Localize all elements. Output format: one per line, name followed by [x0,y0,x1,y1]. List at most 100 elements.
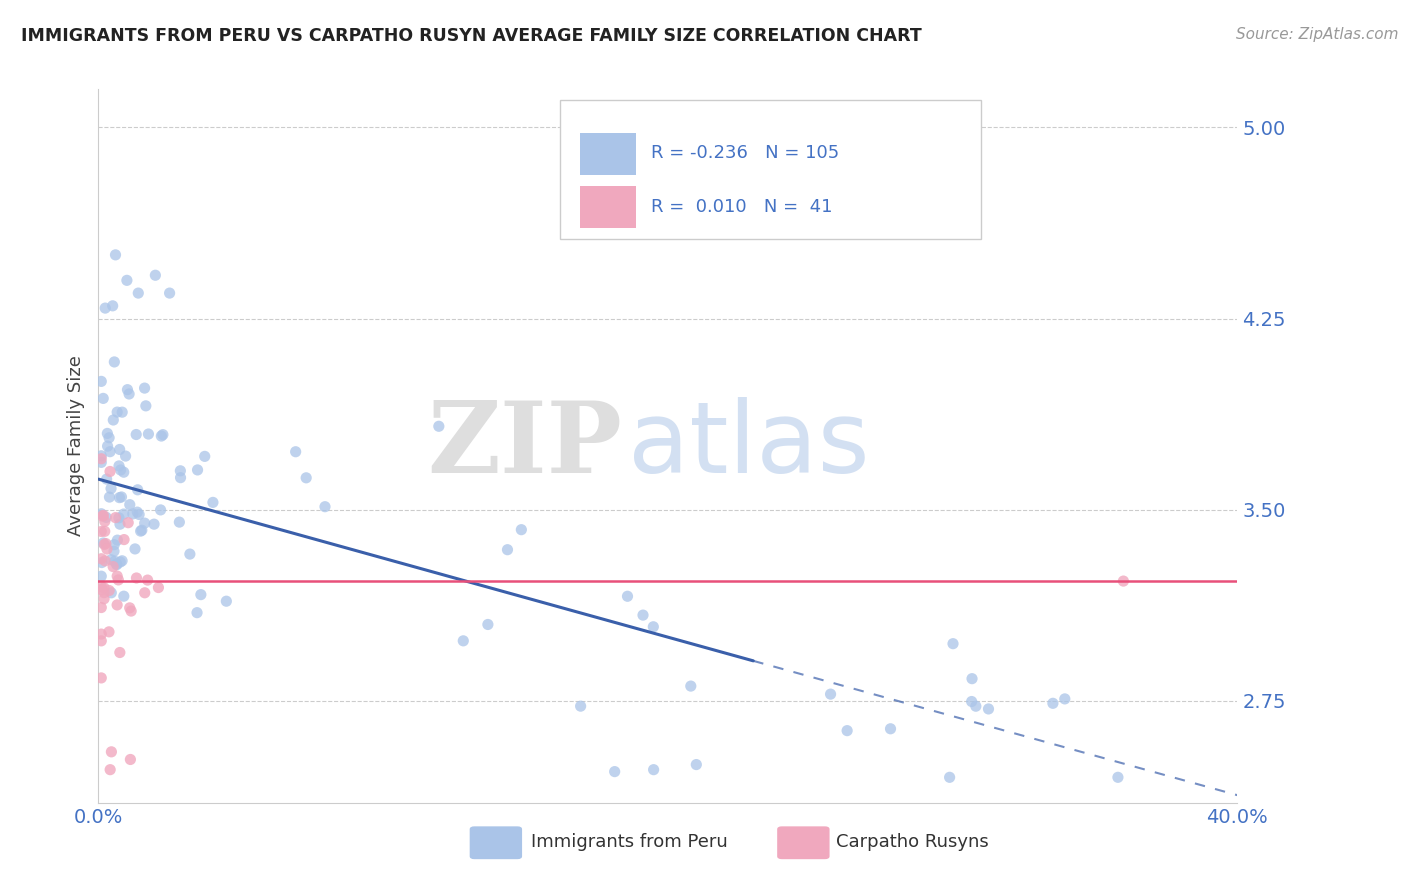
Point [201,495,224,509]
Point [117,383,139,397]
Point [97,439,120,453]
Point [112,465,135,479]
Point [138,427,160,442]
Text: Source: ZipAtlas.com: Source: ZipAtlas.com [1236,27,1399,42]
Point [179,547,201,561]
Text: ZIP: ZIP [427,398,623,494]
Point [91,509,114,524]
Point [960,672,983,686]
Point [128,508,150,522]
Point [98,431,121,445]
Point [149,503,172,517]
Point [90,375,112,389]
Point [104,248,127,262]
Point [127,286,149,301]
Point [143,517,166,532]
Point [879,722,901,736]
Point [960,694,983,708]
Point [120,604,142,618]
Point [118,387,141,401]
Point [103,413,125,427]
Point [90,507,112,521]
Point [110,555,132,569]
Point [118,600,141,615]
Point [90,451,112,466]
Point [942,637,965,651]
Point [90,455,112,469]
Point [98,444,121,458]
FancyBboxPatch shape [778,826,830,859]
Point [101,559,124,574]
Point [1107,770,1129,784]
Text: Immigrants from Peru: Immigrants from Peru [531,833,728,851]
Point [90,449,112,463]
Point [100,745,122,759]
Point [134,516,156,530]
Point [104,554,127,568]
Point [108,511,131,525]
Point [131,523,153,537]
Point [90,627,112,641]
Point [938,770,960,784]
Text: R = -0.236   N = 105: R = -0.236 N = 105 [651,145,839,162]
Point [643,763,665,777]
Point [1112,574,1135,588]
Point [169,471,191,485]
Point [120,752,142,766]
Point [569,699,592,714]
Point [100,482,122,496]
Point [91,536,114,550]
Point [284,444,307,458]
Point [93,537,115,551]
Point [91,392,114,406]
Text: R =  0.010   N =  41: R = 0.010 N = 41 [651,198,832,216]
Point [108,442,131,457]
Point [215,594,238,608]
Point [111,554,134,568]
Point [314,500,336,514]
Point [108,646,131,660]
Point [186,606,208,620]
Point [127,505,149,519]
Point [965,699,987,714]
Point [96,542,118,557]
Point [187,463,209,477]
FancyBboxPatch shape [470,826,522,859]
Point [477,617,499,632]
Point [124,541,146,556]
Point [112,507,135,521]
Point [837,723,859,738]
Point [93,508,115,523]
Point [148,581,170,595]
Point [616,589,638,603]
Text: IMMIGRANTS FROM PERU VS CARPATHO RUSYN AVERAGE FAMILY SIZE CORRELATION CHART: IMMIGRANTS FROM PERU VS CARPATHO RUSYN A… [21,27,922,45]
Point [103,544,125,558]
Point [134,586,156,600]
Point [98,490,121,504]
Point [90,551,112,566]
Point [105,569,128,583]
Point [190,588,212,602]
Point [94,514,117,528]
Point [135,399,157,413]
Point [98,624,121,639]
Point [112,533,135,547]
Point [108,517,131,532]
Point [125,571,148,585]
Point [98,583,121,598]
Point [90,556,112,570]
Point [96,510,118,524]
Point [93,524,115,539]
Point [90,600,112,615]
Point [105,405,128,419]
Point [96,426,118,441]
Point [1042,696,1064,710]
Point [100,586,122,600]
Point [107,533,129,548]
Point [93,581,115,595]
Point [820,687,842,701]
Point [101,299,124,313]
Point [105,558,128,572]
Point [121,507,143,521]
FancyBboxPatch shape [581,186,636,228]
